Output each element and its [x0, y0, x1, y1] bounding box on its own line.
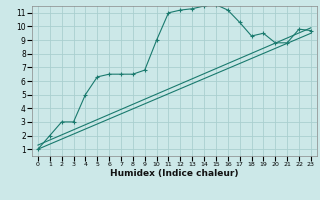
- X-axis label: Humidex (Indice chaleur): Humidex (Indice chaleur): [110, 169, 239, 178]
